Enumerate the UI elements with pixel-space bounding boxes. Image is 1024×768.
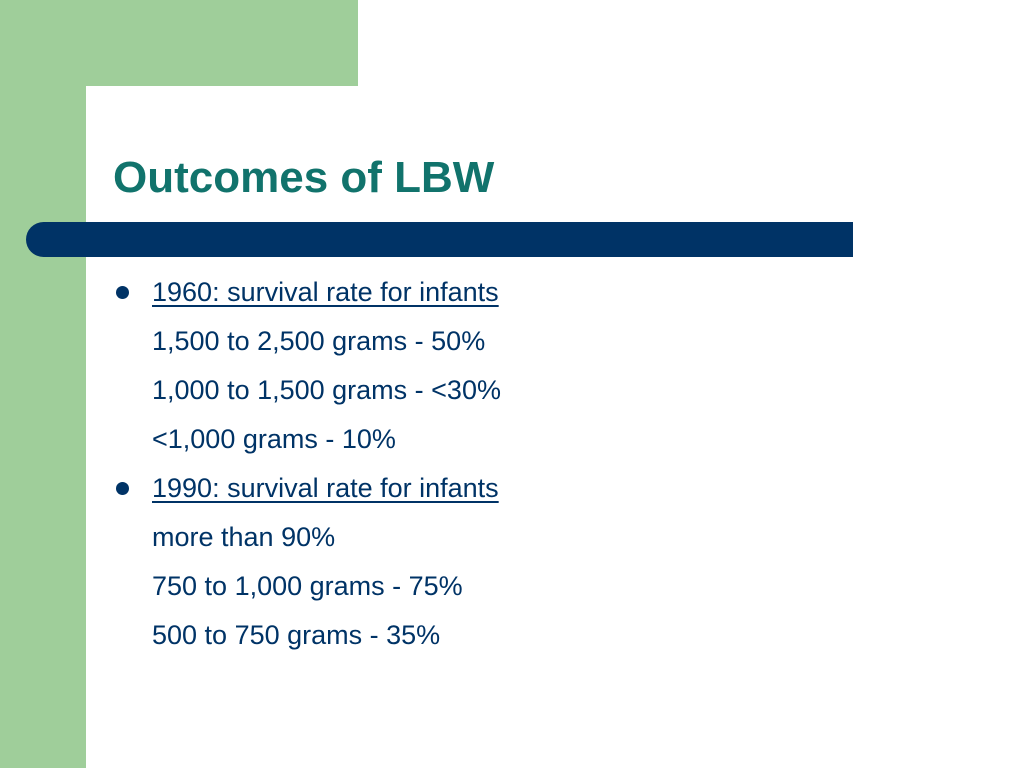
bullet-subline: 500 to 750 grams - 35% — [152, 620, 441, 650]
bullet-subline: <1,000 grams - 10% — [152, 424, 396, 454]
slide-title: Outcomes of LBW — [113, 153, 495, 202]
content-panel — [86, 86, 1024, 768]
bullet-heading-1960: 1960: survival rate for infants — [152, 277, 499, 307]
bullet-subline: 1,500 to 2,500 grams - 50% — [152, 326, 486, 356]
bullet-dot — [116, 482, 129, 495]
bullet-subline: 1,000 to 1,500 grams - <30% — [152, 375, 501, 405]
title-underline-bar — [26, 222, 853, 257]
decorative-top-band — [0, 0, 358, 86]
bullet-subline: 750 to 1,000 grams - 75% — [152, 571, 463, 601]
bullet-subline: more than 90% — [152, 522, 336, 552]
bullet-heading-1990: 1990: survival rate for infants — [152, 473, 499, 503]
decorative-side-band — [0, 0, 86, 768]
bullet-dot — [116, 286, 129, 299]
